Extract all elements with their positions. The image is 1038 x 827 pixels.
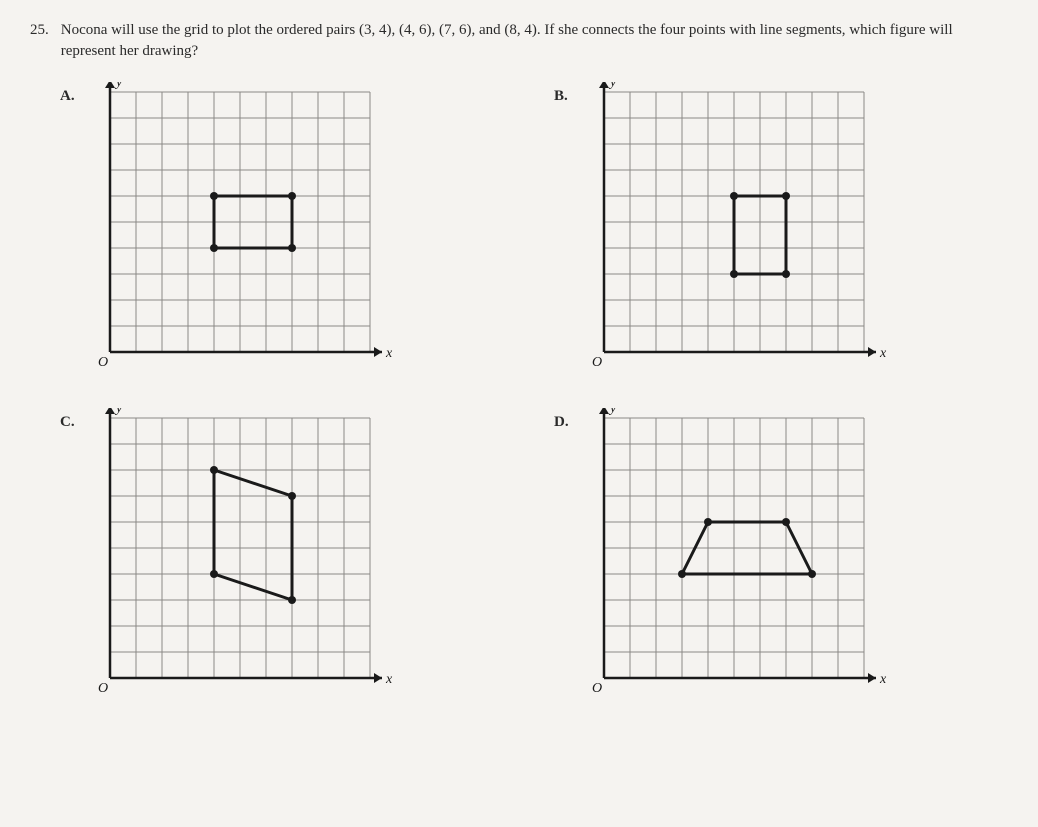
plotted-point: [210, 570, 218, 578]
origin-label: O: [98, 355, 108, 370]
coordinate-grid: Ox y: [92, 82, 398, 388]
choice-label: C.: [60, 408, 82, 714]
plotted-point: [288, 192, 296, 200]
plotted-point: [808, 570, 816, 578]
plotted-point: [678, 570, 686, 578]
question-block: 25. Nocona will use the grid to plot the…: [30, 20, 1008, 62]
plotted-point: [210, 244, 218, 252]
choice-c-graph: Ox y: [92, 408, 398, 714]
coordinate-grid: Ox y: [92, 408, 398, 714]
choice-a: A. Ox y: [60, 82, 514, 388]
choice-c: C. Ox y: [60, 408, 514, 714]
y-axis-label: y: [608, 82, 617, 90]
choice-a-graph: Ox y: [92, 82, 398, 388]
plotted-point: [210, 192, 218, 200]
choice-d: D. Ox y: [554, 408, 1008, 714]
coordinate-grid: Ox y: [586, 82, 892, 388]
plotted-point: [288, 596, 296, 604]
question-number: 25.: [30, 20, 49, 62]
origin-label: O: [98, 681, 108, 696]
plotted-point: [210, 466, 218, 474]
question-text: Nocona will use the grid to plot the ord…: [61, 20, 1008, 62]
plotted-point: [782, 518, 790, 526]
x-axis-label: x: [385, 346, 393, 361]
choice-label: D.: [554, 408, 576, 714]
plotted-point: [782, 270, 790, 278]
coordinate-grid: Ox y: [586, 408, 892, 714]
origin-label: O: [592, 355, 602, 370]
plotted-point: [730, 270, 738, 278]
x-axis-label: x: [879, 672, 887, 687]
choice-b: B. Ox y: [554, 82, 1008, 388]
plotted-point: [730, 192, 738, 200]
plotted-point: [288, 492, 296, 500]
x-axis-label: x: [385, 672, 393, 687]
choice-d-graph: Ox y: [586, 408, 892, 714]
y-axis-label: y: [608, 408, 617, 416]
y-axis-label: y: [114, 82, 123, 90]
choice-label: A.: [60, 82, 82, 388]
choice-label: B.: [554, 82, 576, 388]
plotted-point: [704, 518, 712, 526]
plotted-point: [782, 192, 790, 200]
choices-grid: A. Ox y B. Ox y C. Ox y D. Ox y: [60, 82, 1008, 714]
x-axis-label: x: [879, 346, 887, 361]
y-axis-label: y: [114, 408, 123, 416]
origin-label: O: [592, 681, 602, 696]
choice-b-graph: Ox y: [586, 82, 892, 388]
plotted-point: [288, 244, 296, 252]
